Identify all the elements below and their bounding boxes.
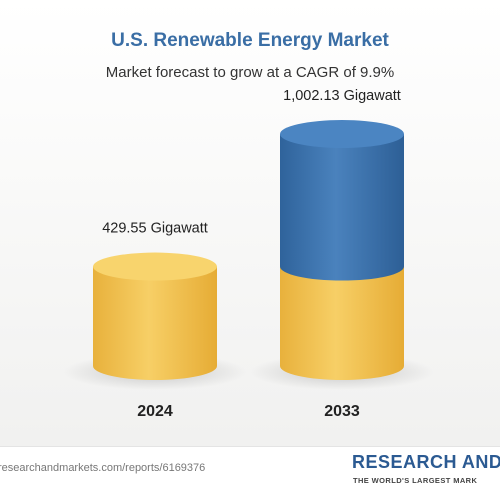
bar-segment-base-2033 [280,266,404,380]
bar-segment-growth-2033 [280,134,404,281]
category-label-2033: 2033 [324,403,360,420]
bar-top-2024 [93,252,217,281]
chart-title: U.S. Renewable Energy Market [111,30,389,51]
bar-2024 [93,266,217,380]
brand-logo-text: RESEARCH AND [352,452,500,472]
brand-tagline: THE WORLD'S LARGEST MARK [353,476,478,485]
bar-top-2033 [280,120,404,148]
data-label-2024: 429.55 Gigawatt [102,221,208,237]
source-url[interactable]: researchandmarkets.com/reports/6169376 [0,462,206,474]
footer-bar [0,446,500,501]
data-label-2033: 1,002.13 Gigawatt [283,88,401,104]
category-label-2024: 2024 [137,403,173,420]
chart-subtitle: Market forecast to grow at a CAGR of 9.9… [105,64,395,81]
